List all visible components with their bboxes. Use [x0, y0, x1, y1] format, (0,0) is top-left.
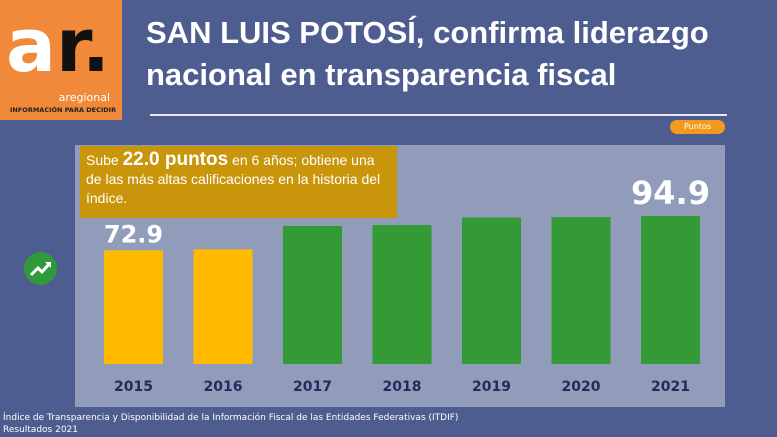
x-tick-label: 2020	[562, 379, 601, 395]
bar-2016	[193, 249, 253, 364]
x-tick-label: 2021	[651, 379, 690, 395]
x-tick-label: 2017	[293, 379, 332, 395]
bar-2017	[283, 225, 342, 364]
page-title: SAN LUIS POTOSÍ, confirma liderazgo nacio…	[146, 15, 709, 92]
logo-name: aregional	[58, 91, 110, 104]
trending-up-icon	[24, 252, 57, 285]
bar-2015	[104, 250, 163, 364]
bar-2021	[641, 215, 700, 364]
callout-note: Sube 22.0 puntos en 6 años; obtiene una …	[80, 146, 397, 218]
x-tick-label: 2019	[472, 379, 511, 395]
bar-2018	[372, 225, 432, 364]
x-tick-label: 2016	[204, 379, 243, 395]
logo: a r. aregional INFORMACIÓN PARA DECIDIR	[0, 0, 122, 120]
data-label: 94.9	[631, 174, 710, 212]
x-tick-label: 2015	[114, 379, 153, 395]
data-label: 72.9	[104, 220, 163, 248]
x-tick-label: 2018	[383, 379, 422, 395]
bar-2019	[462, 217, 521, 364]
logo-tagline: INFORMACIÓN PARA DECIDIR	[10, 106, 117, 114]
divider	[150, 114, 727, 116]
bar-2020	[551, 217, 611, 364]
footer-source: Índice de Transparencia y Disponibilidad…	[3, 413, 459, 435]
logo-mark: a r.	[6, 3, 110, 89]
units-badge: Puntos	[670, 120, 725, 134]
